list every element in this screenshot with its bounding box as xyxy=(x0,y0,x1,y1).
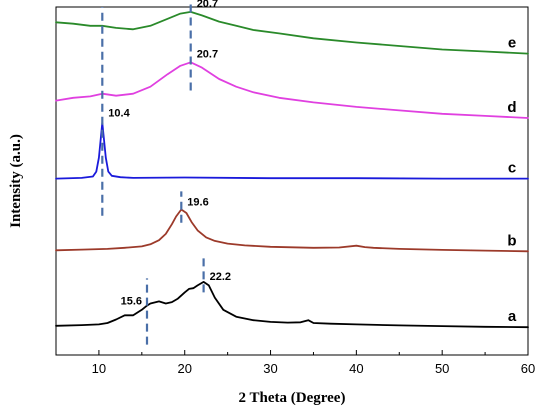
peak-markers xyxy=(101,0,205,345)
x-tick-label-3: 40 xyxy=(349,361,363,376)
plot-frame xyxy=(55,6,529,356)
series-e-line xyxy=(55,11,529,55)
plot-area: 15.6 22.2 19.6 10.4 20.7 20.7 xyxy=(55,0,529,356)
x-tick-label-1: 20 xyxy=(177,361,191,376)
peak-label-3: 10.4 xyxy=(108,108,130,120)
peak-label-2: 19.6 xyxy=(187,196,208,208)
x-tick-label-0: 10 xyxy=(92,361,106,376)
series-label-a: a xyxy=(508,308,517,325)
y-axis-title: Intensity (a.u.) xyxy=(8,134,24,228)
x-tick-label-2: 30 xyxy=(263,361,277,376)
peak-label-5: 20.7 xyxy=(197,0,218,10)
series-label-b: b xyxy=(507,232,516,249)
series-b-line xyxy=(55,208,529,253)
series-d-line xyxy=(55,61,529,119)
x-tick-label-5: 60 xyxy=(521,361,535,376)
traces xyxy=(55,11,529,329)
peak-label-1: 22.2 xyxy=(210,271,231,283)
series-a-line xyxy=(55,281,529,329)
x-tick-label-4: 50 xyxy=(435,361,449,376)
series-c-line xyxy=(55,122,529,180)
series-labels: a b c d e xyxy=(507,35,516,326)
peak-label-4: 20.7 xyxy=(197,49,218,61)
series-label-e: e xyxy=(508,35,516,52)
x-axis-title: 2 Theta (Degree) xyxy=(239,390,346,406)
series-label-c: c xyxy=(508,160,516,177)
x-axis: 10 20 30 40 50 60 xyxy=(55,350,535,376)
series-label-d: d xyxy=(507,99,516,116)
peak-labels: 15.6 22.2 19.6 10.4 20.7 20.7 xyxy=(108,0,231,308)
peak-label-0: 15.6 xyxy=(121,296,142,308)
